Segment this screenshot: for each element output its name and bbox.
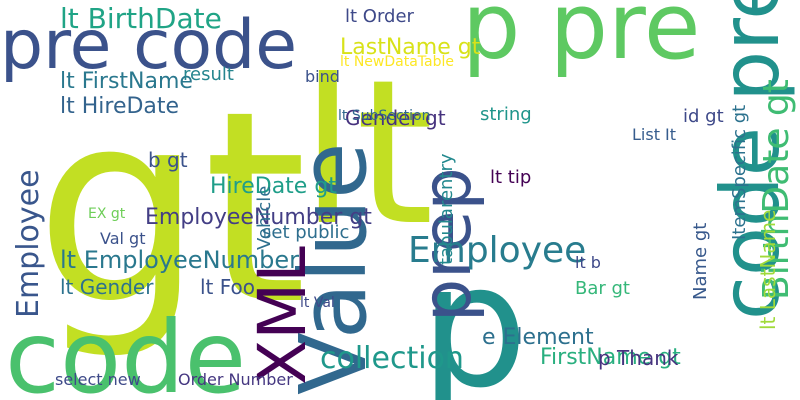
word: Name gt (690, 223, 711, 300)
word: EmployeeNumber gt (145, 205, 372, 230)
word: lt BirthDate (60, 2, 222, 35)
word: ItemSpecific gt (729, 105, 750, 240)
word: Employee (408, 230, 586, 271)
word: lt SubSection (338, 108, 431, 124)
word: LastName gt (340, 35, 481, 60)
word: lt Val (300, 295, 335, 311)
word: lt NewDataTable (340, 54, 454, 70)
word: lt LastName (756, 210, 780, 330)
word: lt HireDate (60, 94, 179, 119)
word: EX gt (88, 206, 126, 222)
word: lt b (575, 253, 601, 272)
word: Order Number (178, 370, 293, 389)
word: Val gt (100, 229, 145, 248)
word: Value (280, 142, 387, 395)
word: tabularentry (436, 153, 457, 265)
word: BirthDate gt (756, 79, 797, 300)
word: b gt (148, 148, 188, 172)
word: Vehicle (254, 186, 275, 250)
word: Gender gt (345, 106, 446, 130)
word: p (420, 228, 528, 400)
word: p Thank (598, 346, 679, 370)
word: code (5, 299, 246, 400)
word: XML (244, 246, 321, 385)
word: bind (305, 67, 340, 86)
word: gt (35, 55, 307, 363)
word: lt Foo (200, 275, 255, 299)
word: collection (320, 341, 464, 376)
word: id gt (683, 106, 724, 127)
word: lt Gender (60, 275, 154, 299)
word: pre code (0, 6, 297, 85)
word: p pre (462, 0, 700, 80)
word: lt EmployeeNumber (60, 246, 299, 274)
word: Bar gt (575, 278, 630, 299)
word: code pre (704, 0, 797, 320)
word: lt (300, 37, 434, 270)
word: FirstName gt (540, 345, 681, 370)
word: select new (55, 370, 141, 389)
word: prep (408, 167, 487, 322)
word: HireDate gt (210, 174, 337, 199)
word: Employee (11, 169, 46, 318)
word: e Element (482, 325, 594, 350)
word: lt Order (345, 6, 415, 27)
word: set public (262, 222, 349, 243)
word: lt FirstName (60, 69, 193, 94)
word: result (183, 64, 234, 85)
word: List It (632, 125, 676, 144)
word: lt tip (490, 167, 531, 188)
word: string (480, 104, 532, 125)
